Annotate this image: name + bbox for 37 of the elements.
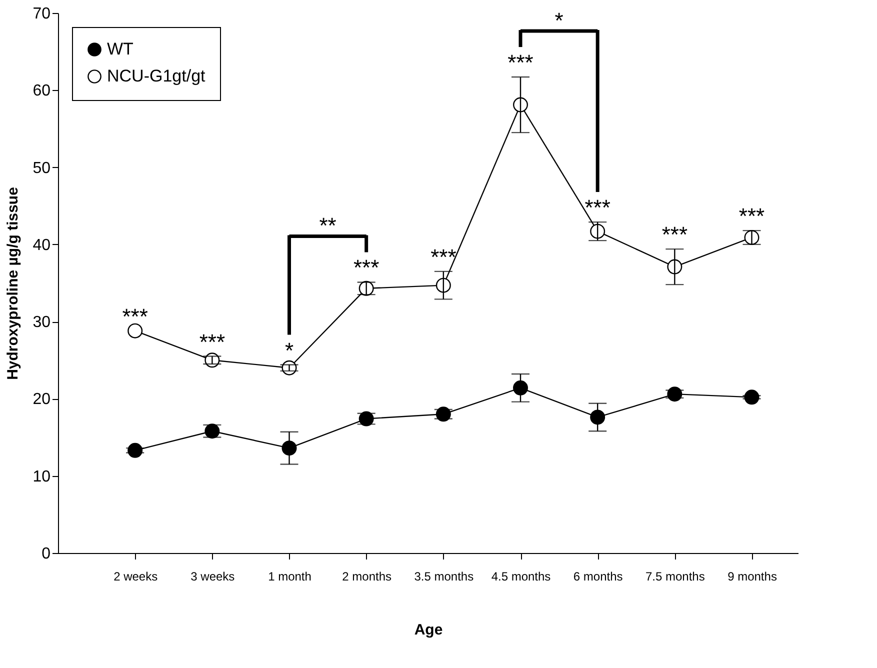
- legend-label: WT: [107, 40, 134, 58]
- annotation: ***: [353, 255, 380, 280]
- x-tick-label: 3.5 months: [414, 570, 474, 584]
- x-tick-label: 9 months: [728, 570, 777, 584]
- point: [128, 323, 143, 338]
- y-tick-label: 0: [42, 546, 51, 562]
- y-tick-label: 60: [32, 82, 51, 100]
- y-axis-title: Hydroxyproline µg/g tissue: [4, 187, 22, 380]
- x-tick-label: 6 months: [573, 570, 623, 584]
- point: [513, 97, 528, 112]
- point: [436, 278, 451, 293]
- annotation: ***: [199, 329, 226, 354]
- x-tick-label: 1 month: [268, 570, 312, 584]
- annotation: *: [554, 8, 564, 34]
- legend-label: NCU-G1gt/gt: [107, 66, 206, 86]
- y-tick-label: 70: [32, 6, 51, 22]
- y-tick-label: 20: [32, 391, 51, 408]
- annotation: ***: [508, 50, 534, 76]
- annotation: ***: [662, 222, 688, 248]
- annotation: **: [319, 213, 337, 238]
- annotation: ***: [122, 304, 148, 329]
- annotation: ***: [430, 244, 457, 270]
- x-tick-label: 4.5 months: [491, 570, 551, 584]
- x-axis-title: Age: [414, 622, 443, 638]
- annotation: ***: [584, 195, 611, 220]
- annotation: ***: [738, 204, 766, 229]
- point: [513, 380, 528, 396]
- x-tick-label: 3 weeks: [190, 570, 235, 584]
- y-tick-label: 40: [32, 236, 51, 254]
- y-tick-label: 10: [32, 468, 51, 486]
- x-tick-label: 7.5 months: [645, 570, 705, 584]
- x-tick-label: 2 months: [342, 570, 392, 584]
- x-tick-label: 2 weeks: [114, 570, 158, 584]
- point: [590, 410, 606, 425]
- y-tick-label: 50: [32, 160, 51, 177]
- y-tick-label: 30: [32, 314, 51, 332]
- annotation: *: [284, 338, 294, 363]
